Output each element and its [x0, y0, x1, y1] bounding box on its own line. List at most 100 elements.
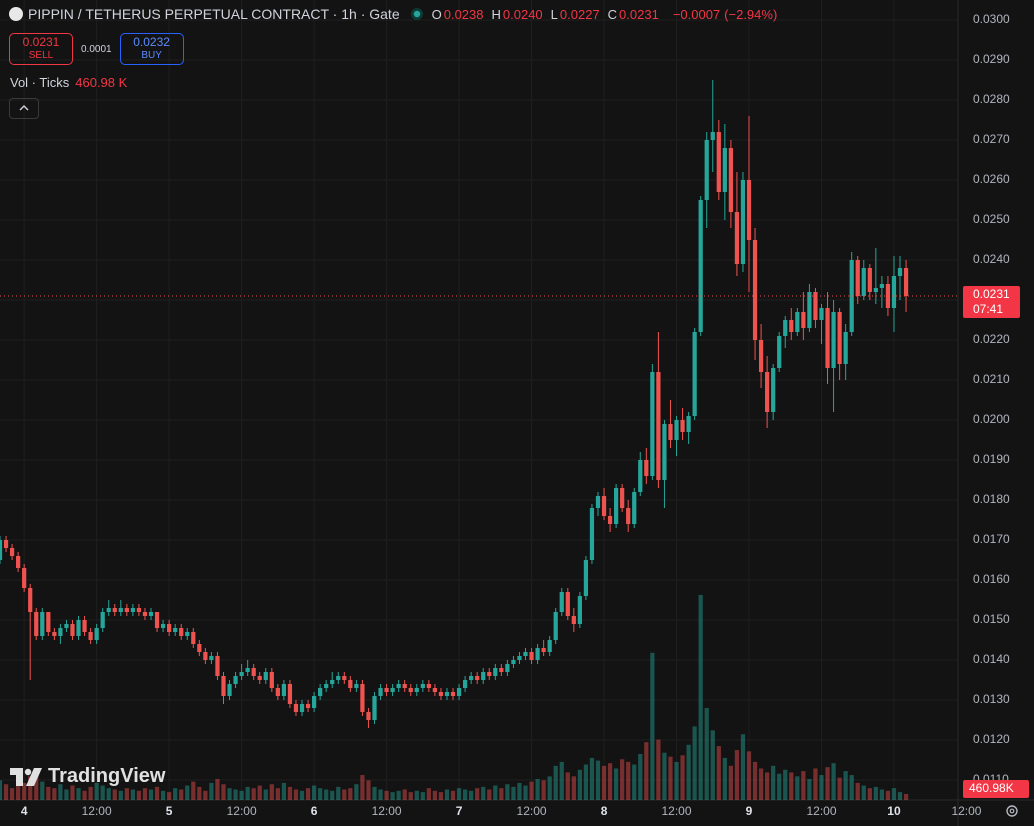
x-tick-label: 10 [887, 804, 901, 818]
volume-bar [716, 746, 721, 800]
change: −0.0007 [672, 6, 721, 22]
volume-bar [426, 788, 431, 800]
sell-label: SELL [28, 50, 54, 61]
symbol-icon [9, 7, 23, 21]
volume-bar [34, 772, 39, 800]
volume-bar [680, 755, 685, 800]
ohlc-key: C [607, 6, 618, 22]
volume-bar [245, 786, 250, 800]
candle-body [299, 704, 305, 712]
volume-bar [462, 789, 468, 800]
chevron [19, 105, 29, 111]
candle-body [378, 688, 383, 696]
candles [0, 80, 909, 728]
candle-body [251, 668, 256, 676]
volume-bar [366, 780, 371, 800]
candle-body [692, 332, 697, 416]
volume-bar [638, 754, 643, 800]
candle-body [360, 684, 365, 712]
x-tick-label: 12:00 [82, 804, 112, 818]
candle-body [209, 656, 214, 660]
volume-bar [469, 790, 474, 800]
volume-bar [330, 790, 335, 800]
collapse-button[interactable] [9, 98, 39, 119]
volume-bar [396, 790, 401, 800]
volume-bar [475, 788, 480, 800]
candle-body [686, 416, 691, 432]
candle-body [444, 692, 450, 696]
volume-bar [481, 786, 486, 800]
candle-body [855, 260, 860, 296]
candle-body [475, 676, 480, 680]
candle-body [366, 712, 371, 720]
candle-body [106, 608, 111, 612]
volume-bar [94, 782, 99, 800]
ohlc-value: 0.0227 [559, 6, 600, 22]
candle-body [438, 692, 444, 696]
sell-button[interactable]: 0.0231 SELL [9, 33, 73, 65]
volume-bar [179, 789, 184, 800]
volume-bar [233, 789, 238, 800]
x-tick-label: 5 [166, 804, 173, 818]
y-tick-label: 0.0200 [973, 412, 1010, 426]
candle-body [632, 492, 637, 524]
candle-body [577, 596, 582, 624]
candle-body [891, 276, 897, 308]
volume-bar [215, 778, 220, 800]
candle-body [680, 420, 685, 432]
volume-bar [136, 790, 142, 800]
volume-bar [577, 769, 582, 800]
ohlc-legend: O 0.0238 H 0.0240 L 0.0227 C 0.0231 [432, 7, 665, 22]
volume-bar [402, 789, 407, 800]
volume-bar [843, 771, 848, 800]
volume-bar [614, 768, 619, 800]
y-tick-label: 0.0180 [973, 492, 1010, 506]
settings-icon[interactable] [1006, 805, 1018, 817]
candle-body [601, 496, 607, 516]
volume-bar [167, 792, 172, 800]
volume-last: 460.98 K [75, 75, 128, 90]
candle-body [142, 612, 148, 616]
volume-bar [517, 782, 522, 800]
y-tick-label: 0.0190 [973, 452, 1010, 466]
candle-body [348, 680, 353, 688]
buy-button[interactable]: 0.0232 BUY [119, 33, 184, 65]
x-tick-label: 8 [601, 804, 608, 818]
volume-bar [287, 786, 293, 800]
candle-body [771, 368, 776, 412]
volume-bar [112, 789, 117, 800]
candle-body [813, 292, 818, 320]
candle-body [227, 684, 232, 696]
volume-bar [879, 789, 885, 800]
candle-body [420, 684, 425, 688]
volume-bar [795, 776, 800, 800]
y-tick-label: 0.0240 [973, 252, 1010, 266]
logo: TradingView [10, 765, 165, 788]
candle-body [239, 672, 244, 676]
volume-bar [142, 788, 148, 800]
volume-bar [311, 785, 317, 800]
volume-bar [40, 781, 45, 800]
candle-body [390, 688, 395, 692]
candle-body [583, 560, 589, 596]
volume-bar [130, 789, 136, 800]
candle-body [469, 676, 474, 680]
candle-body [795, 312, 800, 332]
candle-body [118, 608, 123, 612]
volume-bar [438, 792, 444, 800]
candle-body [76, 620, 81, 636]
volume-bar [620, 759, 625, 800]
candle-body [541, 648, 546, 652]
candle-body [765, 372, 770, 412]
header: PIPPIN / TETHERUS PERPETUAL CONTRACT · 1… [8, 6, 777, 22]
candle-body [626, 508, 631, 524]
candle-body [185, 632, 190, 636]
x-tick-label: 12:00 [662, 804, 692, 818]
volume-bar [547, 776, 552, 800]
volume-bar [571, 776, 576, 800]
candle-body [801, 312, 806, 328]
x-tick-label: 9 [746, 804, 753, 818]
candle-body [559, 592, 564, 612]
candle-body [263, 672, 268, 680]
